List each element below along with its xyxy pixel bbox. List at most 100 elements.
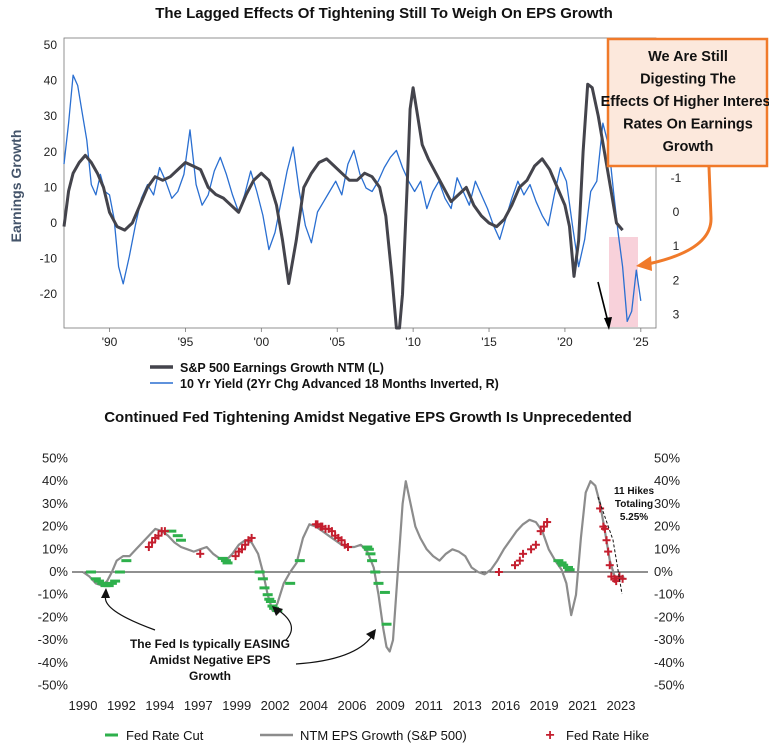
bottom-y-tick-label-left: 20% <box>42 519 68 534</box>
top-x-tick-label: '10 <box>405 335 421 349</box>
callout-box <box>606 37 769 271</box>
top-y2-tick-label: 1 <box>673 239 680 253</box>
top-y-tick-label: 20 <box>44 145 58 159</box>
fed-rate-hike-marker <box>196 549 205 558</box>
bottom-y-tick-label-right: 50% <box>654 451 680 466</box>
callout-line: Growth <box>663 139 714 155</box>
hikes-annotation-line: 11 Hikes <box>614 486 654 497</box>
fed-rate-hike-marker <box>536 527 545 536</box>
top-y-axis-label: Earnings Growth <box>8 130 24 243</box>
fed-rate-hike-marker <box>612 577 621 586</box>
bottom-x-tick-label: 2016 <box>491 698 520 713</box>
bottom-x-tick-label: 2021 <box>568 698 597 713</box>
top-y-tick-label: 40 <box>44 74 58 88</box>
bottom-y-ticks-right: 50% 40% 30% 20% 10% 0% -10% -20% -30% -40% -50% <box>654 451 685 693</box>
bottom-y-tick-label-left: -40% <box>38 655 69 670</box>
bottom-y-tick-label-left: 10% <box>42 541 68 556</box>
fed-rate-hike-marker <box>494 568 503 576</box>
legend-cut-label: Fed Rate Cut <box>126 728 204 743</box>
fed-rate-hike-marker <box>539 522 548 531</box>
hikes-annotation-line: 5.25% <box>620 512 648 523</box>
bottom-x-tick-label: 2023 <box>607 698 636 713</box>
fed-rate-hike-marker <box>511 561 520 570</box>
hikes-annotation: 11 Hikes Totaling 5.25% <box>614 486 654 523</box>
fed-rate-hike-marker <box>327 527 336 536</box>
fed-rate-hike-marker <box>247 533 256 542</box>
callout-line: Effects Of Higher Interest <box>601 94 769 110</box>
fed-rate-hike-marker <box>600 524 609 533</box>
bottom-x-tick-label: 2004 <box>299 698 328 713</box>
easing-annotation: The Fed Is typically EASING Amidst Negati… <box>130 637 290 683</box>
top-x-tick-label: '90 <box>102 335 118 349</box>
fed-rate-hike-marker <box>605 561 614 570</box>
top-x-ticks: '90 '95 '00 '05 '10 '15 '20 '25 <box>102 328 649 349</box>
callout-line: We Are Still <box>648 49 728 65</box>
fed-rate-hike-marker <box>543 518 552 527</box>
ntm-eps-line <box>82 480 625 653</box>
bottom-y-tick-label-right: -10% <box>654 587 685 602</box>
bottom-x-ticks: 1990 1992 1994 1997 1999 2002 2004 2006 2009 2011… <box>69 698 636 713</box>
bottom-y-tick-label-right: 30% <box>654 496 680 511</box>
top-x-tick-label: '15 <box>481 335 497 349</box>
top-y2-tick-label: 2 <box>673 273 680 287</box>
bottom-y-tick-label-right: -30% <box>654 632 685 647</box>
top-y-tick-label: -20 <box>40 287 58 301</box>
top-x-tick-label: '95 <box>178 335 194 349</box>
top-y2-tick-label: -1 <box>671 171 682 185</box>
top-legend: S&P 500 Earnings Growth NTM (L) 10 Yr Yi… <box>150 361 499 391</box>
bottom-y-tick-label-left: -30% <box>38 632 69 647</box>
bottom-x-tick-label: 2011 <box>415 698 443 713</box>
fed-rate-hike-marker <box>604 547 613 556</box>
easing-annotation-line: Growth <box>189 669 231 683</box>
top-y2-ticks: -1 0 1 2 3 <box>671 171 682 322</box>
hikes-annotation-line: Totaling <box>615 499 653 510</box>
bottom-x-tick-label: 2019 <box>530 698 559 713</box>
top-y-ticks: 50 40 30 20 10 0 -10 -20 <box>40 38 58 301</box>
bottom-x-tick-label: 1997 <box>184 698 213 713</box>
top-chart-title: The Lagged Effects Of Tightening Still T… <box>155 5 613 22</box>
yield-series-line <box>63 74 642 323</box>
fed-rate-hike-marker <box>241 540 250 549</box>
bottom-x-tick-label: 1999 <box>222 698 251 713</box>
top-y-tick-label: 50 <box>44 38 58 52</box>
hikes-bracket <box>597 496 623 595</box>
bottom-legend: Fed Rate Cut NTM EPS Growth (S&P 500) + … <box>105 727 649 744</box>
downward-arrow <box>597 281 612 330</box>
easing-arrows <box>101 588 376 665</box>
callout-text: We Are Still Digesting The Effects Of High… <box>601 49 769 155</box>
bottom-y-tick-label-right: -50% <box>654 678 685 693</box>
legend-eps-label: S&P 500 Earnings Growth NTM (L) <box>180 361 384 375</box>
fed-rate-hike-marker <box>531 540 540 549</box>
bottom-y-tick-label-left: -10% <box>38 587 69 602</box>
easing-annotation-line: Amidst Negative EPS <box>149 653 270 667</box>
top-y-tick-label: -10 <box>40 252 58 266</box>
fed-rate-hike-marker <box>527 545 536 554</box>
callout-line: Rates On Earnings <box>623 117 753 133</box>
bottom-y-tick-label-left: 0% <box>49 564 68 579</box>
easing-annotation-box <box>124 630 296 684</box>
legend-ntm-label: NTM EPS Growth (S&P 500) <box>300 728 467 743</box>
top-x-tick-label: '20 <box>557 335 573 349</box>
bottom-x-tick-label: 1994 <box>145 698 174 713</box>
bottom-y-tick-label-right: 40% <box>654 473 680 488</box>
eps-series-line <box>62 82 624 330</box>
fed-rate-hike-marker <box>148 538 157 547</box>
bottom-y-tick-label-right: 10% <box>654 541 680 556</box>
bottom-x-tick-label: 2002 <box>261 698 290 713</box>
bottom-x-tick-label: 2009 <box>376 698 405 713</box>
bottom-chart-title: Continued Fed Tightening Amidst Negative… <box>104 409 632 426</box>
legend-hike-label: Fed Rate Hike <box>566 728 649 743</box>
top-x-tick-label: '25 <box>633 335 649 349</box>
top-x-tick-label: '00 <box>254 335 270 349</box>
fed-rate-hike-marker <box>618 574 627 583</box>
fed-rate-hike-marker <box>602 536 611 545</box>
fed-rate-hike-marker <box>596 504 605 513</box>
top-y-tick-label: 0 <box>50 216 57 230</box>
bottom-y-tick-label-left: 30% <box>42 496 68 511</box>
fed-rate-hike-marker <box>519 549 528 558</box>
bottom-x-tick-label: 1992 <box>107 698 136 713</box>
fed-rate-hike-marker <box>144 543 153 552</box>
bottom-y-tick-label-left: -50% <box>38 678 69 693</box>
top-x-tick-label: '05 <box>329 335 345 349</box>
fed-rate-hike-marker <box>231 552 240 561</box>
